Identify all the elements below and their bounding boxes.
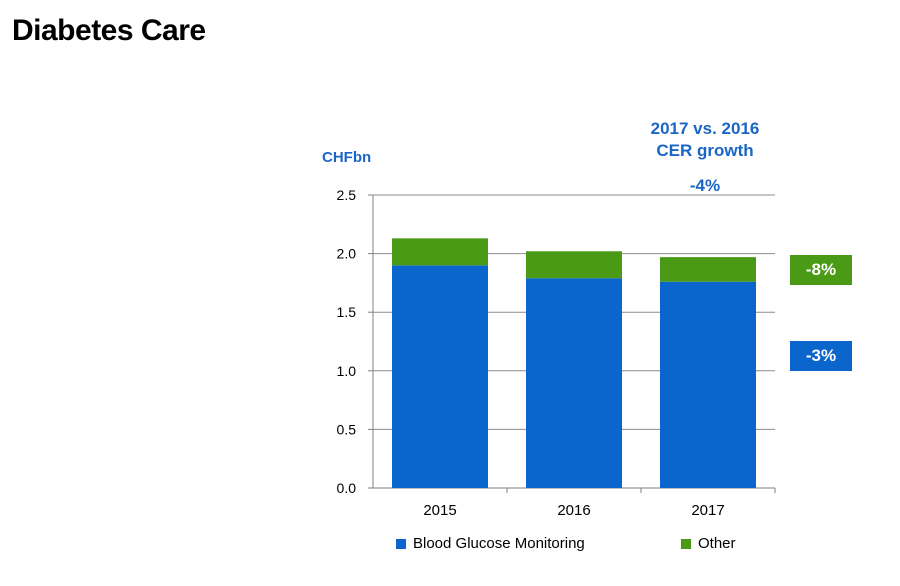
y-tick-label: 2.5 <box>337 187 357 203</box>
chart-legend: Blood Glucose Monitoring Other <box>0 535 900 555</box>
legend-label-bgm: Blood Glucose Monitoring <box>413 535 585 552</box>
x-tick-label: 2015 <box>423 502 456 519</box>
page-title: Diabetes Care <box>12 14 206 47</box>
y-tick-label: 0.5 <box>337 421 357 437</box>
bar-bgm-2015 <box>392 265 488 488</box>
legend-swatch-other <box>681 538 691 549</box>
y-tick-label: 1.5 <box>337 304 357 320</box>
growth-badge-bgm: -3% <box>790 341 852 371</box>
legend-item-other: Other <box>681 535 736 552</box>
growth-header: 2017 vs. 2016 CER growth <box>620 118 790 162</box>
bar-bgm-2017 <box>660 281 756 488</box>
x-tick-label: 2017 <box>691 502 724 519</box>
bar-other-2015 <box>392 238 488 266</box>
y-axis-unit-label: CHFbn <box>322 149 372 166</box>
bar-other-2016 <box>526 251 622 279</box>
y-tick-label: 1.0 <box>337 363 357 379</box>
bar-bgm-2016 <box>526 278 622 488</box>
legend-label-other: Other <box>698 535 736 552</box>
legend-swatch-bgm <box>396 538 406 549</box>
y-tick-label: 2.0 <box>337 246 357 262</box>
x-tick-label: 2016 <box>557 502 590 519</box>
growth-badge-other: -8% <box>790 255 852 285</box>
legend-item-bgm: Blood Glucose Monitoring <box>396 535 585 552</box>
growth-header-line1: 2017 vs. 2016 <box>650 119 760 138</box>
growth-header-line2: CER growth <box>656 141 754 160</box>
y-tick-label: 0.0 <box>337 480 357 496</box>
bar-other-2017 <box>660 257 756 282</box>
growth-total-label: -4% <box>689 176 721 195</box>
